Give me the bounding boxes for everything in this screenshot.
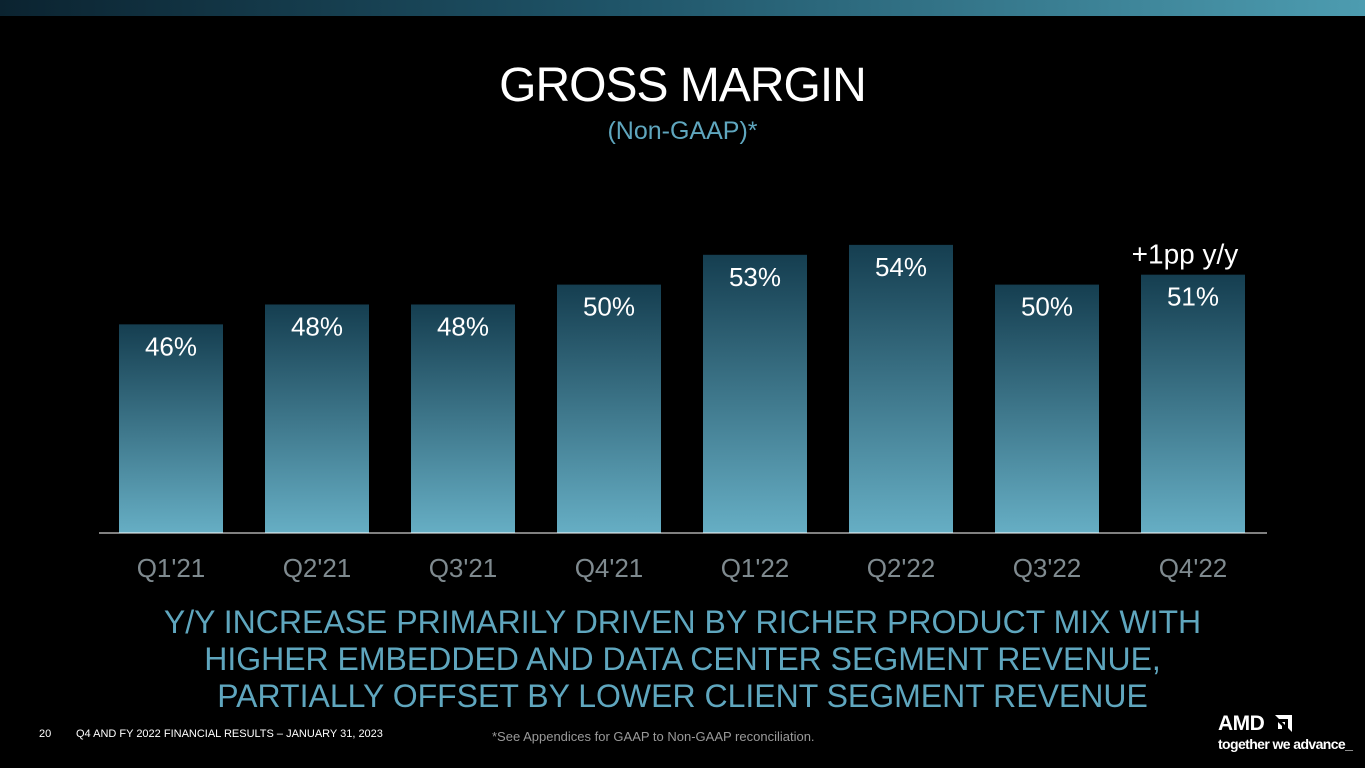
slide-title: GROSS MARGIN <box>499 59 867 112</box>
bar-Q1'22 <box>703 254 807 533</box>
labels-group: 46% Q1'21 48% Q2'21 48% Q3'21 50% Q4'21 53% Q1'22… <box>137 239 1239 583</box>
data-label: 50% <box>1021 292 1073 322</box>
data-label: 48% <box>437 311 489 341</box>
gross-margin-bar-chart: 46% Q1'21 48% Q2'21 48% Q3'21 50% Q4'21 53% Q1'22… <box>99 239 1267 583</box>
yoy-annotation: +1pp y/y <box>1132 239 1239 270</box>
data-label: 54% <box>875 252 927 282</box>
bar-Q1'21 <box>119 324 223 533</box>
data-label: 50% <box>583 292 635 322</box>
bar-Q4'22 <box>1141 274 1245 533</box>
page-number: 20 <box>39 728 52 740</box>
x-tick-label: Q1'21 <box>137 553 206 583</box>
data-label: 46% <box>145 331 197 361</box>
footnote: *See Appendices for GAAP to Non-GAAP rec… <box>492 729 815 744</box>
headline-line: HIGHER EMBEDDED AND DATA CENTER SEGMENT … <box>204 641 1161 677</box>
top-accent-bar <box>0 0 1365 16</box>
data-label: 48% <box>291 311 343 341</box>
data-label: 53% <box>729 262 781 292</box>
bar-Q2'21 <box>265 304 369 533</box>
headline-line: PARTIALLY OFFSET BY LOWER CLIENT SEGMENT… <box>217 678 1148 714</box>
amd-wordmark: AMD <box>1218 712 1265 735</box>
amd-arrow-icon <box>1275 715 1292 732</box>
bar-Q4'21 <box>557 284 661 533</box>
x-tick-label: Q2'22 <box>867 553 936 583</box>
headline-line: Y/Y INCREASE PRIMARILY DRIVEN BY RICHER … <box>163 604 1202 640</box>
x-tick-label: Q1'22 <box>721 553 790 583</box>
x-tick-label: Q2'21 <box>283 553 352 583</box>
x-tick-label: Q3'22 <box>1013 553 1082 583</box>
data-label: 51% <box>1167 282 1219 312</box>
bar-Q2'22 <box>849 244 953 533</box>
bars-group <box>119 244 1245 533</box>
x-tick-label: Q4'21 <box>575 553 644 583</box>
slide-subtitle: (Non-GAAP)* <box>607 117 758 145</box>
x-tick-label: Q4'22 <box>1159 553 1228 583</box>
x-tick-label: Q3'21 <box>429 553 498 583</box>
amd-tagline: together we advance_ <box>1218 736 1353 752</box>
bar-Q3'21 <box>411 304 515 533</box>
bar-Q3'22 <box>995 284 1099 533</box>
headline: Y/Y INCREASE PRIMARILY DRIVEN BY RICHER … <box>0 604 1365 715</box>
amd-logo: AMD together we advance_ <box>1218 712 1353 756</box>
footer-text: Q4 AND FY 2022 FINANCIAL RESULTS – JANUA… <box>76 728 383 740</box>
